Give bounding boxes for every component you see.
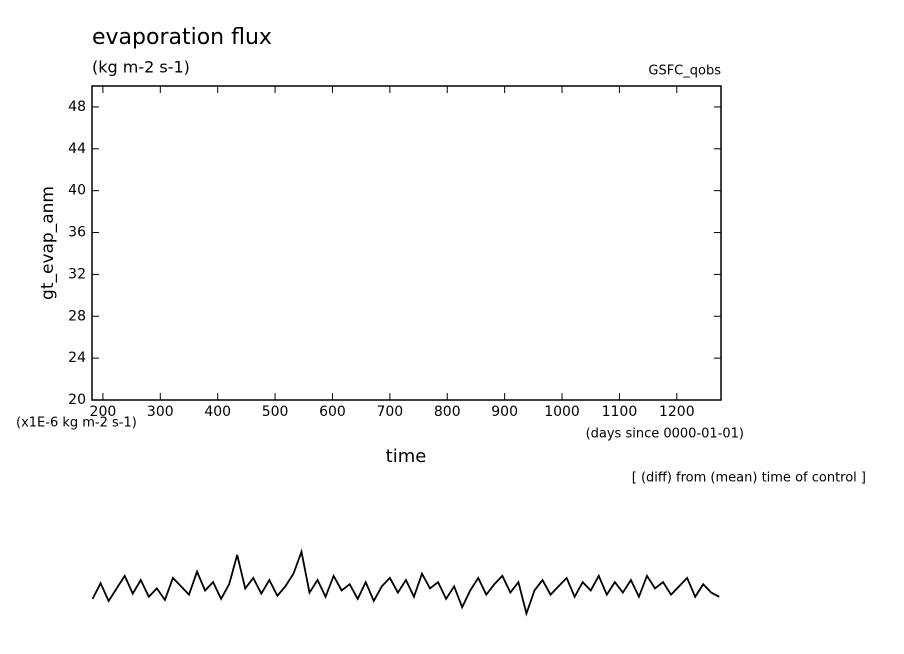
data-line [91,548,720,617]
y-tick-label: 48 [68,99,86,115]
y-tick-label: 40 [68,183,86,199]
x-tick-label: 900 [491,404,518,420]
x-tick-label: 400 [204,404,231,420]
x-unit: (days since 0000-01-01) [586,427,744,442]
x-tick-label: 1100 [602,404,638,420]
chart-subtitle: (kg m-2 s-1) [92,58,190,77]
x-tick-label: 200 [90,404,117,420]
x-tick-label: 600 [319,404,346,420]
y-tick-label: 32 [68,266,86,282]
y-tick-label: 44 [68,141,86,157]
y-unit: (x1E-6 kg m-2 s-1) [16,416,137,431]
y-tick-label: 20 [68,392,86,408]
plot-frame [91,85,722,401]
x-tick-label: 1000 [544,404,580,420]
y-tick-label: 24 [68,350,86,366]
x-tick-label: 800 [434,404,461,420]
y-tick-label: 28 [68,308,86,324]
x-tick-label: 1200 [659,404,695,420]
y-tick-label: 36 [68,225,86,241]
y-axis-label: gt_evap_anm [38,186,58,300]
x-tick-label: 500 [262,404,289,420]
x-tick-label: 700 [376,404,403,420]
x-tick-label: 300 [147,404,174,420]
x-axis-label: time [386,446,427,467]
chart-title: evaporation flux [92,25,272,50]
note: [ (diff) from (mean) time of control ] [632,471,866,486]
annotation: GSFC_qobs [648,64,721,79]
